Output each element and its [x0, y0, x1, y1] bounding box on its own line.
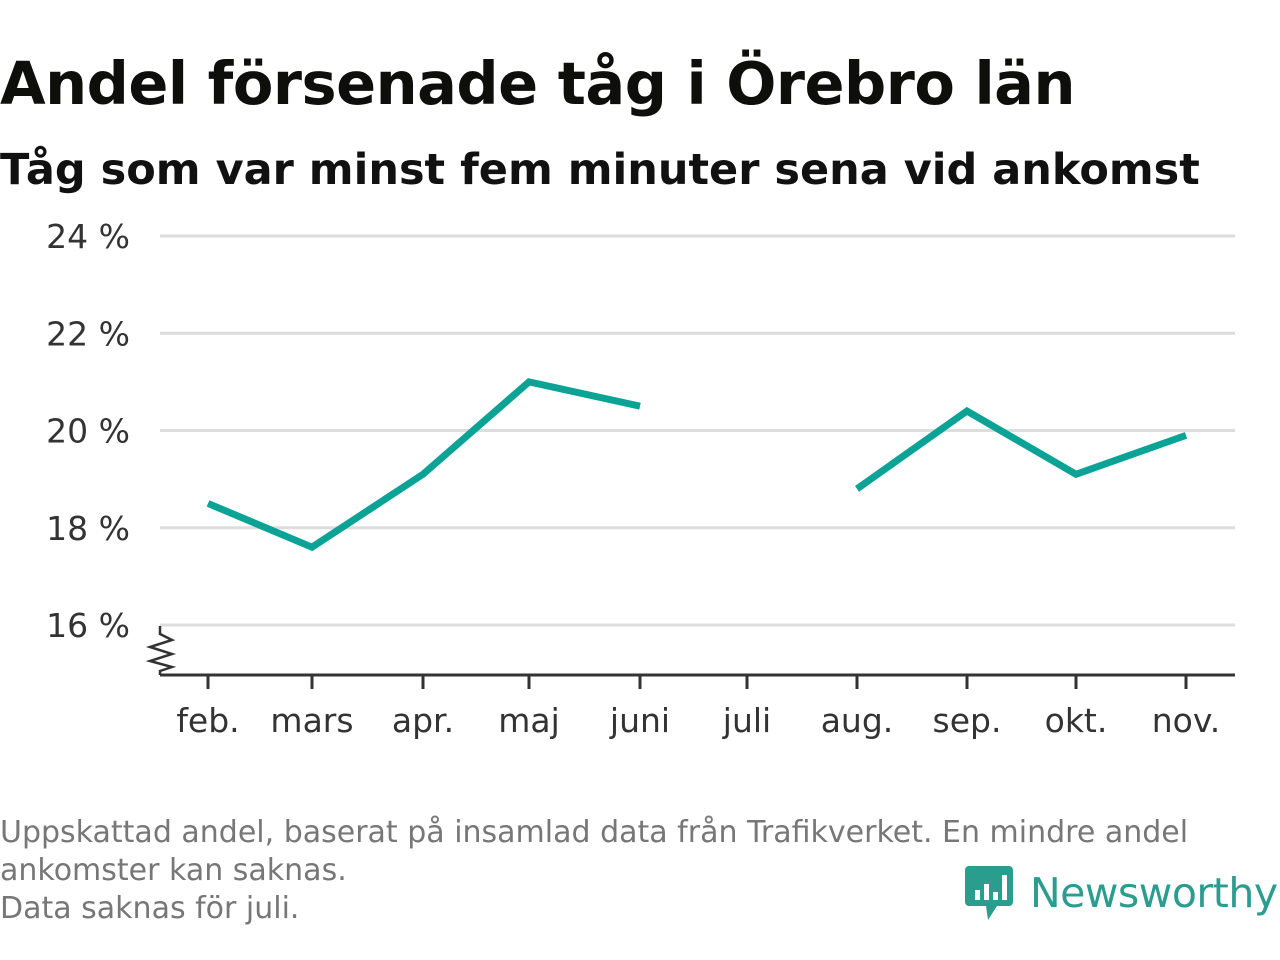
series-lines — [206, 378, 1188, 552]
chart-subtitle: Tåg som var minst fem minuter sena vid a… — [0, 145, 1200, 195]
x-tick-label: okt. — [1045, 701, 1108, 740]
newsworthy-wordmark: Newsworthy — [1030, 869, 1278, 917]
gridlines — [160, 234, 1235, 627]
x-tick-label: juni — [609, 701, 670, 740]
line-chart: 16 % 18 % 20 % 22 % 24 % feb. mars apr. maj juni… — [46, 217, 1235, 740]
y-axis-ticks: 16 % 18 % 20 % 22 % 24 % — [46, 217, 130, 645]
x-tick-label: feb. — [176, 701, 239, 740]
chart-title: Andel försenade tåg i Örebro län — [0, 49, 1075, 118]
x-tick-label: aug. — [821, 701, 894, 740]
y-tick-label: 16 % — [46, 606, 130, 645]
x-tick-label: apr. — [392, 701, 454, 740]
x-tick-label: juli — [722, 701, 771, 740]
footnote: Uppskattad andel, baserat på insamlad da… — [0, 814, 1270, 928]
y-tick-label: 24 % — [46, 217, 130, 256]
series-line-segment — [854, 406, 1188, 492]
x-tick-label: sep. — [933, 701, 1002, 740]
x-tick-label: mars — [270, 701, 353, 740]
x-axis: feb. mars apr. maj juni juli aug. sep. okt. nov. — [145, 626, 1235, 740]
newsworthy-bar-chart-icon — [965, 866, 1013, 920]
footnote-line-2: Data saknas för juli. — [0, 891, 300, 926]
y-tick-label: 22 % — [46, 314, 130, 353]
footnote-line-1: Uppskattad andel, baserat på insamlad da… — [0, 815, 1189, 888]
y-tick-label: 20 % — [46, 412, 130, 451]
y-axis-break-marker — [145, 626, 177, 675]
x-tick-label: nov. — [1152, 701, 1221, 740]
newsworthy-logo: Newsworthy — [964, 862, 1278, 924]
x-tick-label: maj — [498, 701, 560, 740]
y-tick-label: 18 % — [46, 509, 130, 548]
series-line-segment — [206, 378, 641, 552]
